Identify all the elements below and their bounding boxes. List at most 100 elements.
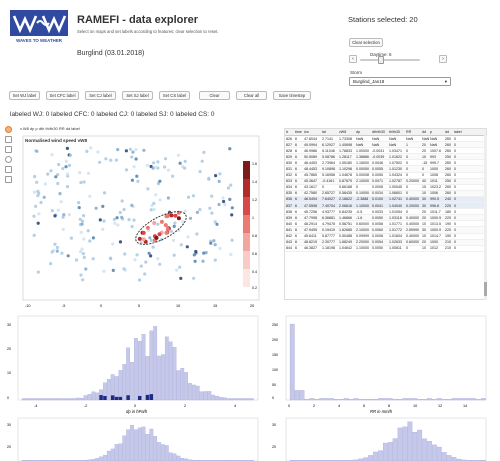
station-point[interactable]: [64, 159, 68, 163]
station-point[interactable]: [171, 238, 176, 242]
station-point[interactable]: [152, 207, 156, 212]
station-point[interactable]: [79, 230, 83, 234]
station-point[interactable]: [53, 242, 57, 246]
station-point[interactable]: [176, 153, 180, 157]
station-point[interactable]: [223, 202, 227, 207]
selected-station-point[interactable]: [154, 235, 159, 240]
selected-station-point[interactable]: [157, 232, 162, 237]
station-point[interactable]: [54, 175, 58, 179]
station-point[interactable]: [67, 163, 72, 167]
station-point[interactable]: [86, 229, 90, 233]
station-point[interactable]: [114, 158, 118, 162]
station-point[interactable]: [50, 250, 54, 254]
station-point[interactable]: [226, 186, 231, 190]
table-row[interactable]: 836 6 48.5494 7.64027 2.18622 -2.3888 0.0100 1.…: [285, 196, 486, 204]
station-point[interactable]: [82, 180, 86, 184]
station-point[interactable]: [217, 179, 221, 183]
selected-station-point[interactable]: [173, 213, 178, 218]
scatter-points[interactable]: [32, 146, 234, 282]
clear-button[interactable]: Clear: [199, 91, 230, 100]
station-point[interactable]: [166, 196, 170, 200]
dd-histogram[interactable]: 30 20: [270, 416, 496, 461]
table-row[interactable]: 832 6 45.7865 5.16956 1.04678 0.00008 0.0050 1.…: [285, 173, 486, 179]
column-header[interactable]: time: [295, 130, 302, 134]
station-point[interactable]: [158, 179, 162, 183]
station-point[interactable]: [149, 254, 153, 258]
selected-station-point[interactable]: [141, 237, 146, 242]
selected-station-point[interactable]: [141, 230, 146, 235]
column-header[interactable]: dth/th30: [372, 130, 385, 134]
daytime-slider-track[interactable]: [360, 59, 420, 61]
station-point[interactable]: [191, 194, 195, 198]
station-point[interactable]: [209, 241, 213, 245]
station-point[interactable]: [49, 262, 53, 266]
station-point[interactable]: [163, 157, 168, 161]
station-point[interactable]: [49, 169, 53, 173]
station-point[interactable]: [82, 237, 86, 241]
station-point[interactable]: [186, 235, 190, 239]
station-point[interactable]: [192, 253, 196, 257]
set-cj-label-button[interactable]: Set CJ label: [85, 91, 116, 100]
station-point[interactable]: [120, 199, 124, 203]
station-point[interactable]: [138, 278, 142, 282]
station-point[interactable]: [181, 220, 185, 224]
station-point[interactable]: [213, 220, 217, 224]
station-point[interactable]: [156, 182, 161, 186]
station-point[interactable]: [39, 200, 43, 205]
station-point[interactable]: [56, 181, 60, 186]
station-point[interactable]: [179, 276, 183, 280]
column-header[interactable]: #: [286, 130, 288, 134]
station-point[interactable]: [42, 195, 46, 199]
station-point[interactable]: [202, 150, 206, 154]
station-point[interactable]: [123, 252, 127, 256]
station-point[interactable]: [69, 236, 73, 240]
station-point[interactable]: [154, 165, 158, 169]
station-point[interactable]: [144, 260, 148, 264]
station-point[interactable]: [115, 216, 119, 220]
selected-station-point[interactable]: [165, 226, 170, 231]
station-point[interactable]: [32, 233, 36, 237]
station-point[interactable]: [130, 178, 134, 182]
column-header[interactable]: dp: [356, 130, 360, 134]
set-wj-label-button[interactable]: Set WJ label: [9, 91, 40, 100]
station-point[interactable]: [188, 216, 193, 220]
station-point[interactable]: [198, 170, 202, 174]
station-point[interactable]: [229, 252, 233, 256]
station-point[interactable]: [80, 247, 84, 251]
station-point[interactable]: [172, 253, 176, 257]
station-point[interactable]: [65, 172, 70, 176]
lasso-select-icon[interactable]: [5, 156, 12, 163]
selected-station-point[interactable]: [163, 223, 168, 228]
station-point[interactable]: [118, 240, 123, 244]
station-point[interactable]: [79, 180, 83, 185]
station-point[interactable]: [91, 257, 95, 261]
station-point[interactable]: [96, 150, 100, 154]
station-point[interactable]: [158, 262, 162, 266]
station-point[interactable]: [214, 174, 218, 178]
station-point[interactable]: [183, 159, 187, 163]
station-point[interactable]: [61, 215, 65, 219]
station-point[interactable]: [84, 267, 88, 271]
table-row[interactable]: 829 6 50.5089 5.08786 1.28117 1.38886 -0.0039 1…: [285, 154, 486, 161]
station-point[interactable]: [124, 149, 128, 153]
station-point[interactable]: [207, 177, 211, 181]
station-point[interactable]: [213, 243, 217, 247]
station-point[interactable]: [134, 148, 138, 152]
station-point[interactable]: [88, 239, 92, 243]
station-point[interactable]: [67, 213, 71, 217]
station-point[interactable]: [149, 208, 153, 212]
set-cs-label-button[interactable]: Set CS label: [159, 91, 190, 100]
station-point[interactable]: [133, 258, 137, 262]
station-point[interactable]: [108, 256, 113, 260]
station-point[interactable]: [230, 213, 234, 217]
selected-station-point[interactable]: [159, 219, 164, 224]
column-header[interactable]: th/th30: [389, 130, 400, 134]
station-point[interactable]: [183, 209, 187, 213]
station-point[interactable]: [79, 250, 83, 254]
station-point[interactable]: [55, 245, 60, 250]
station-point[interactable]: [195, 232, 199, 236]
station-point[interactable]: [148, 236, 152, 240]
station-point[interactable]: [35, 149, 39, 153]
station-point[interactable]: [69, 153, 73, 157]
station-point[interactable]: [147, 251, 151, 255]
